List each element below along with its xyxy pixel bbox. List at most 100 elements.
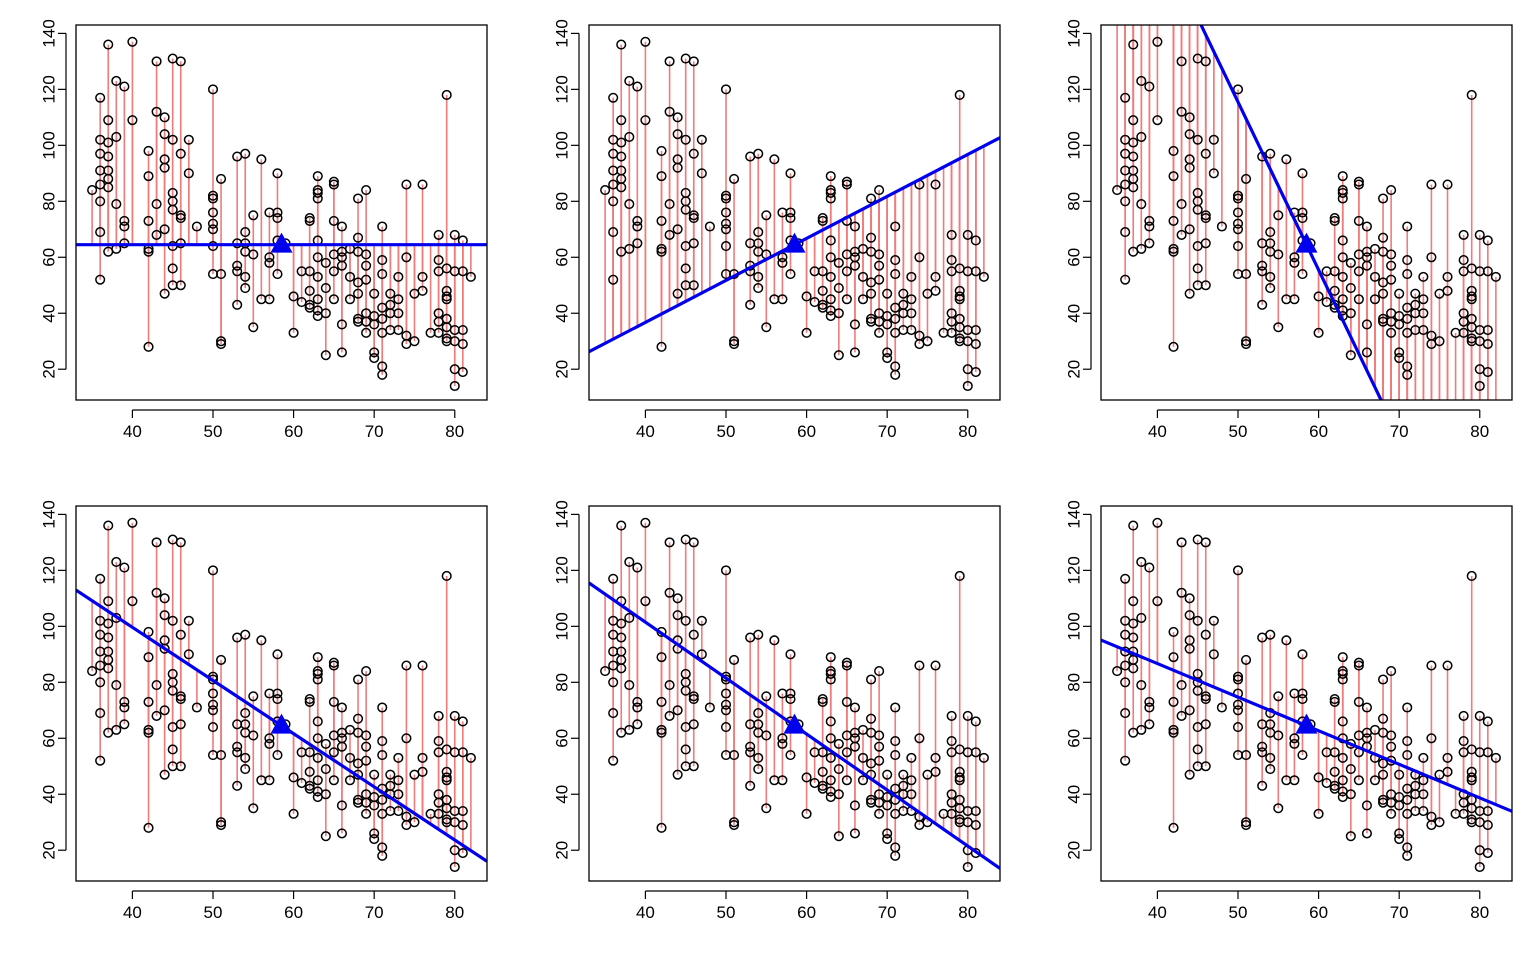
- data-point: [1369, 775, 1381, 786]
- data-point: [111, 680, 122, 691]
- data-point: [833, 738, 844, 749]
- panel-6: 40 50 60 70 80 20 40 60 80 100 120 140: [1064, 500, 1513, 922]
- data-point: [777, 252, 788, 263]
- data-point: [167, 744, 178, 755]
- data-point: [1466, 291, 1477, 302]
- data-point: [328, 775, 339, 786]
- data-point: [87, 185, 98, 196]
- data-point: [433, 229, 444, 240]
- data-point: [874, 755, 885, 766]
- data-point: [1378, 713, 1389, 724]
- data-point: [1136, 199, 1147, 210]
- data-point: [207, 190, 219, 201]
- data-point: [361, 730, 372, 741]
- data-point: [1176, 229, 1187, 240]
- data-point: [127, 115, 138, 126]
- data-point: [817, 696, 828, 707]
- data-point: [1378, 193, 1389, 204]
- data-point: [457, 366, 468, 378]
- data-point: [1168, 822, 1179, 833]
- data-point: [353, 713, 364, 724]
- data-point: [656, 243, 667, 254]
- data-point: [151, 587, 162, 598]
- x-tick-label: 70: [878, 422, 897, 441]
- data-point: [1313, 772, 1324, 783]
- data-point: [1281, 154, 1292, 165]
- data-point: [1426, 179, 1437, 190]
- data-point: [849, 741, 860, 752]
- data-point: [825, 733, 836, 744]
- data-point: [825, 294, 836, 305]
- data-point: [632, 81, 643, 92]
- plot-area: [589, 36, 1000, 392]
- data-point: [1482, 235, 1493, 246]
- y-tick-label: 100: [39, 131, 58, 159]
- data-point: [1273, 322, 1284, 333]
- data-point: [833, 308, 844, 319]
- data-point: [1184, 162, 1195, 173]
- data-point: [393, 789, 404, 800]
- data-point: [600, 666, 611, 677]
- data-point: [288, 327, 299, 338]
- data-point: [1426, 252, 1437, 263]
- data-point: [841, 696, 852, 707]
- data-point: [1136, 556, 1147, 568]
- data-point: [457, 324, 468, 336]
- data-point: [672, 705, 683, 716]
- data-point: [111, 724, 122, 735]
- data-point: [1313, 291, 1324, 302]
- data-point: [1136, 75, 1147, 87]
- data-point: [465, 752, 476, 763]
- data-point: [272, 694, 283, 705]
- data-point: [753, 708, 764, 719]
- data-point: [312, 716, 323, 727]
- data-point: [890, 269, 901, 280]
- data-point: [312, 171, 323, 182]
- x-tick-label: 40: [123, 422, 142, 441]
- data-point: [320, 283, 331, 294]
- data-point: [207, 84, 219, 95]
- data-point: [849, 260, 860, 271]
- data-point: [159, 288, 170, 299]
- data-point: [175, 629, 186, 640]
- data-point: [874, 741, 885, 752]
- data-point: [640, 36, 651, 47]
- data-point: [825, 716, 836, 727]
- data-point: [720, 688, 732, 699]
- data-point: [1232, 193, 1244, 204]
- data-point: [801, 772, 812, 783]
- y-tick-label: 100: [1064, 131, 1083, 159]
- y-tick-label: 120: [552, 75, 571, 103]
- data-point: [970, 324, 981, 336]
- data-point: [801, 327, 812, 338]
- data-point: [1329, 266, 1340, 277]
- data-point: [761, 322, 772, 333]
- data-point: [656, 727, 667, 738]
- data-point: [1345, 257, 1356, 268]
- x-tick-label: 60: [284, 903, 303, 922]
- y-tick-label: 20: [552, 841, 571, 860]
- data-point: [151, 199, 162, 210]
- data-point: [825, 235, 836, 246]
- data-point: [1289, 257, 1300, 268]
- data-point: [1402, 255, 1413, 266]
- data-point: [409, 336, 420, 347]
- data-point: [1136, 131, 1147, 142]
- data-point: [1337, 252, 1348, 263]
- data-point: [890, 221, 901, 232]
- data-point: [817, 766, 828, 777]
- data-point: [1176, 710, 1187, 721]
- data-point: [264, 294, 275, 305]
- data-point: [457, 338, 468, 350]
- data-point: [304, 766, 315, 777]
- data-point: [1192, 744, 1203, 755]
- data-point: [1257, 260, 1268, 271]
- data-point: [1418, 271, 1429, 282]
- data-point: [777, 294, 788, 305]
- data-point: [377, 736, 388, 747]
- data-point: [377, 794, 388, 805]
- data-point: [1482, 324, 1493, 336]
- data-point: [207, 207, 219, 218]
- data-point: [753, 752, 764, 763]
- data-point: [817, 694, 828, 705]
